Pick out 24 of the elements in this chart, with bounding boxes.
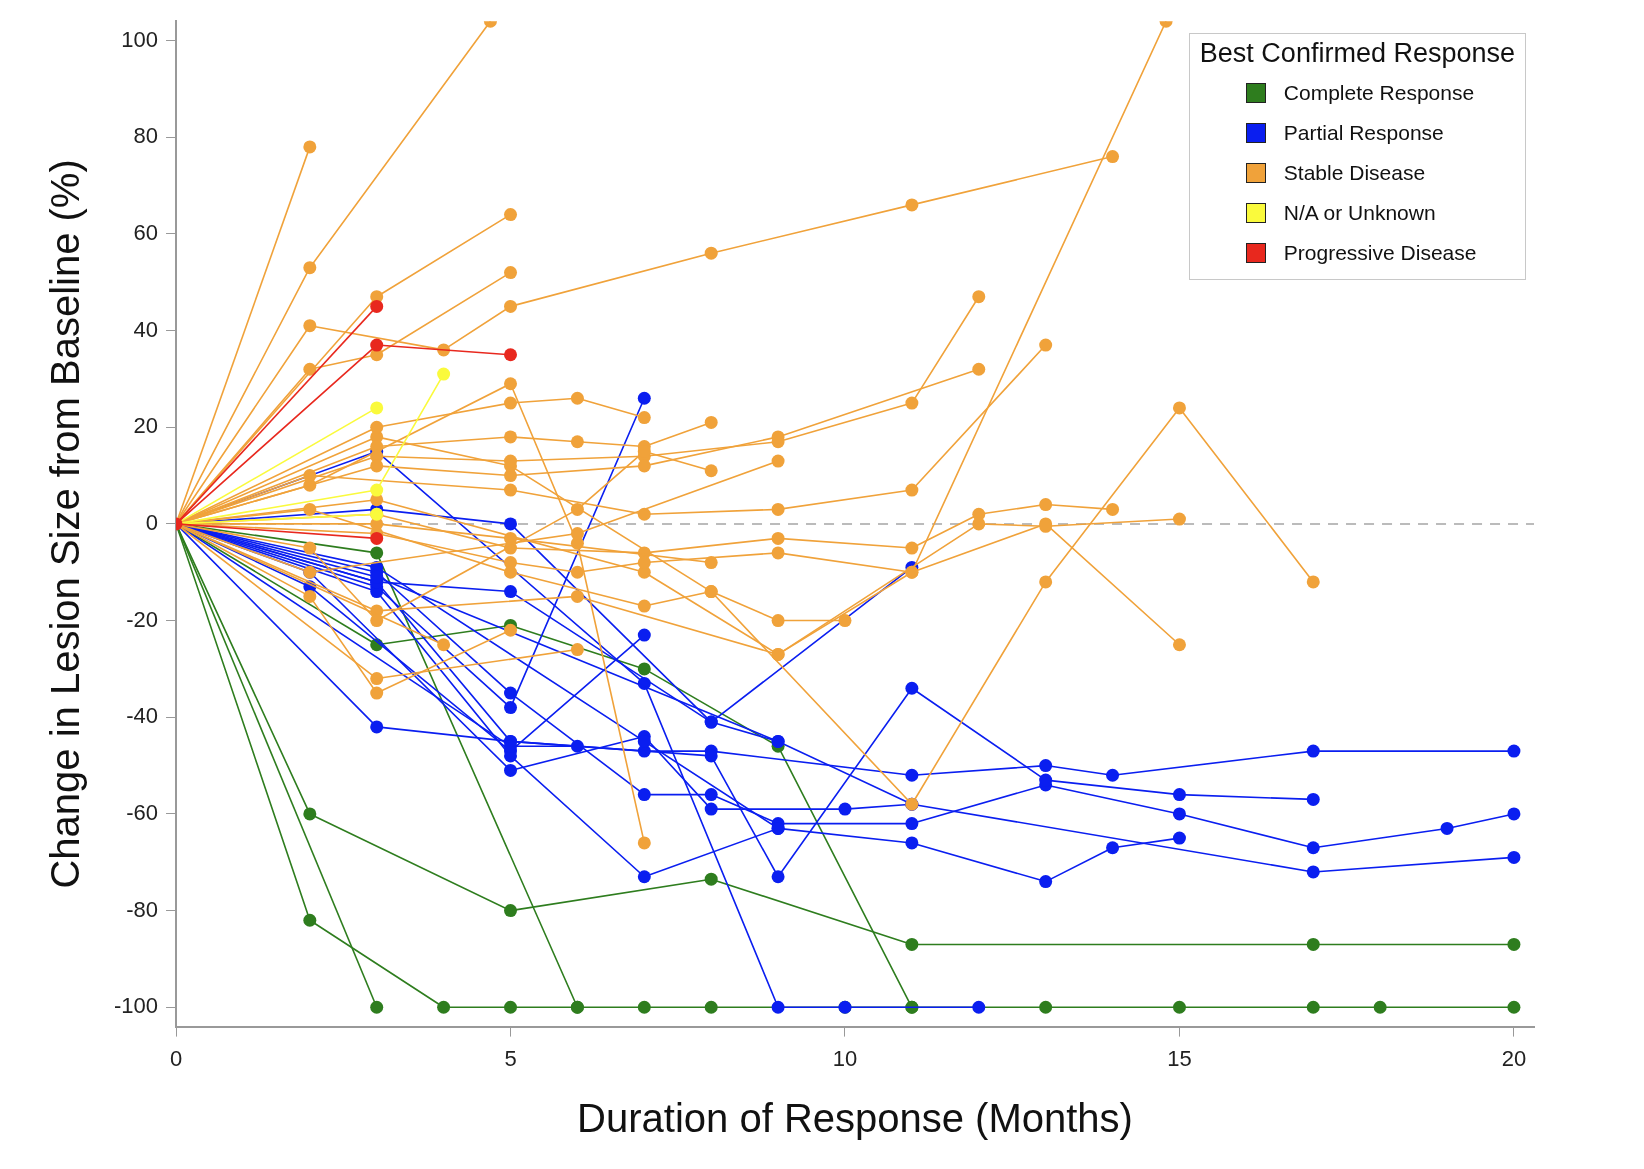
y-axis-title: Change in Lesion Size from Baseline (%) (43, 159, 88, 889)
y-tick-label: 0 (145, 509, 159, 535)
y-tick-label: 20 (133, 413, 159, 439)
legend-label: Progressive Disease (1283, 241, 1477, 266)
y-tick-label: -100 (113, 993, 159, 1019)
legend-title: Best Confirmed Response (1199, 38, 1515, 70)
y-tick-label: -40 (126, 703, 159, 729)
x-tick-label: 10 (832, 1045, 858, 1071)
legend-label: Complete Response (1283, 81, 1475, 106)
y-tick-label: -20 (126, 606, 159, 632)
y-tick-label: -60 (126, 799, 159, 825)
x-tick-label: 0 (169, 1045, 183, 1071)
x-tick-label: 15 (1167, 1045, 1192, 1071)
x-tick-label: 20 (1501, 1045, 1527, 1071)
legend-label: Stable Disease (1283, 161, 1426, 186)
y-tick-label: 100 (121, 26, 159, 52)
y-tick-label: 60 (133, 219, 159, 245)
y-tick-label: -80 (126, 896, 159, 922)
x-tick-label: 5 (504, 1045, 517, 1071)
y-tick-label: 80 (133, 123, 159, 149)
x-axis-title: Duration of Response (Months) (577, 1096, 1133, 1141)
y-tick-label: 40 (133, 316, 159, 342)
legend-label: Partial Response (1283, 121, 1444, 146)
legend-label: N/A or Unknown (1283, 201, 1436, 226)
